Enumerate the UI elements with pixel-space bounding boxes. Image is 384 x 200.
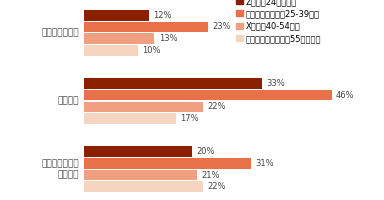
Text: 21%: 21% — [202, 171, 220, 180]
Text: 23%: 23% — [212, 22, 231, 31]
Bar — [84, 158, 251, 169]
Text: 10%: 10% — [142, 46, 161, 55]
Bar — [84, 181, 203, 192]
Legend: Z世代（24歳以下）, ミレニアル世代（25-39歳）, X世代（40-54歳）, ベビーブーム世代（55歳以上）: Z世代（24歳以下）, ミレニアル世代（25-39歳）, X世代（40-54歳）… — [237, 0, 321, 43]
Bar — [84, 170, 197, 180]
Text: 17%: 17% — [180, 114, 199, 123]
Bar — [84, 45, 138, 56]
Bar — [84, 22, 208, 32]
Bar — [84, 146, 192, 157]
Bar — [84, 102, 203, 112]
Text: 22%: 22% — [207, 102, 225, 111]
Text: 個人貯蓄: 個人貯蓄 — [57, 97, 79, 106]
Bar — [84, 10, 149, 21]
Text: 22%: 22% — [207, 182, 225, 191]
Text: 31%: 31% — [255, 159, 274, 168]
Text: 33%: 33% — [266, 79, 285, 88]
Text: 12%: 12% — [153, 11, 172, 20]
Bar — [84, 33, 154, 44]
Text: 収入または賃金: 収入または賃金 — [41, 28, 79, 37]
Text: 株や投資信託な
どの投資: 株や投資信託な どの投資 — [41, 159, 79, 179]
Bar — [84, 113, 176, 124]
Text: 20%: 20% — [196, 147, 215, 156]
Text: 46%: 46% — [336, 91, 355, 100]
Bar — [84, 78, 262, 89]
Bar — [84, 90, 332, 100]
Text: 13%: 13% — [159, 34, 177, 43]
